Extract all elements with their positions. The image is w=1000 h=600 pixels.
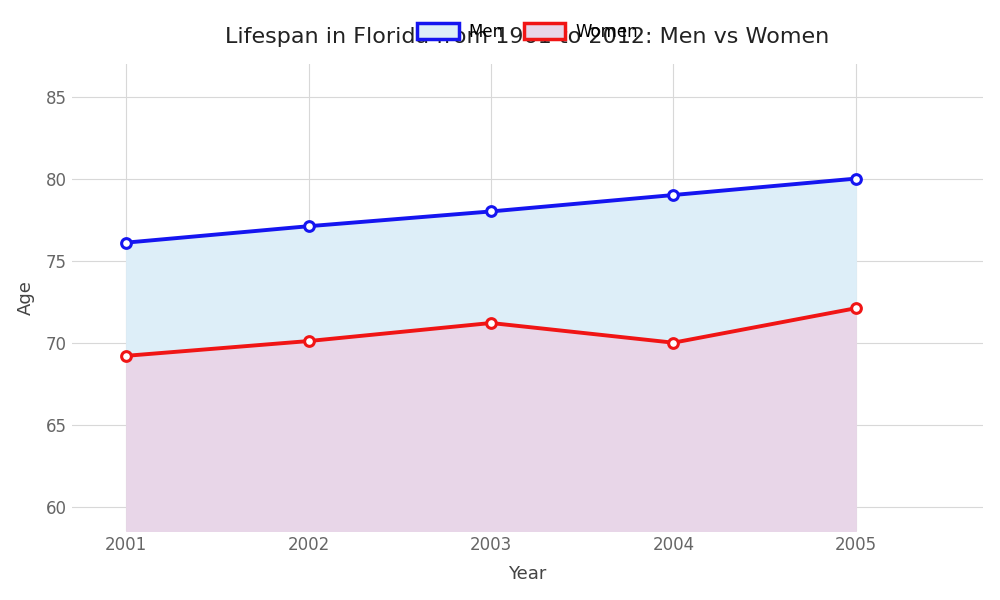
Women: [667, 339, 679, 346]
Title: Lifespan in Florida from 1961 to 2012: Men vs Women: Lifespan in Florida from 1961 to 2012: M…: [225, 27, 830, 47]
Men: [850, 175, 862, 182]
Men: [120, 239, 132, 246]
Women: [485, 319, 497, 326]
Legend: Men, Women: Men, Women: [410, 16, 645, 47]
Line: Men: Men: [121, 174, 861, 247]
Line: Women: Women: [121, 304, 861, 361]
Women: [120, 352, 132, 359]
Women: [850, 305, 862, 312]
Men: [303, 223, 315, 230]
Women: [303, 337, 315, 344]
Men: [485, 208, 497, 215]
X-axis label: Year: Year: [508, 565, 547, 583]
Y-axis label: Age: Age: [17, 280, 35, 315]
Men: [667, 191, 679, 199]
